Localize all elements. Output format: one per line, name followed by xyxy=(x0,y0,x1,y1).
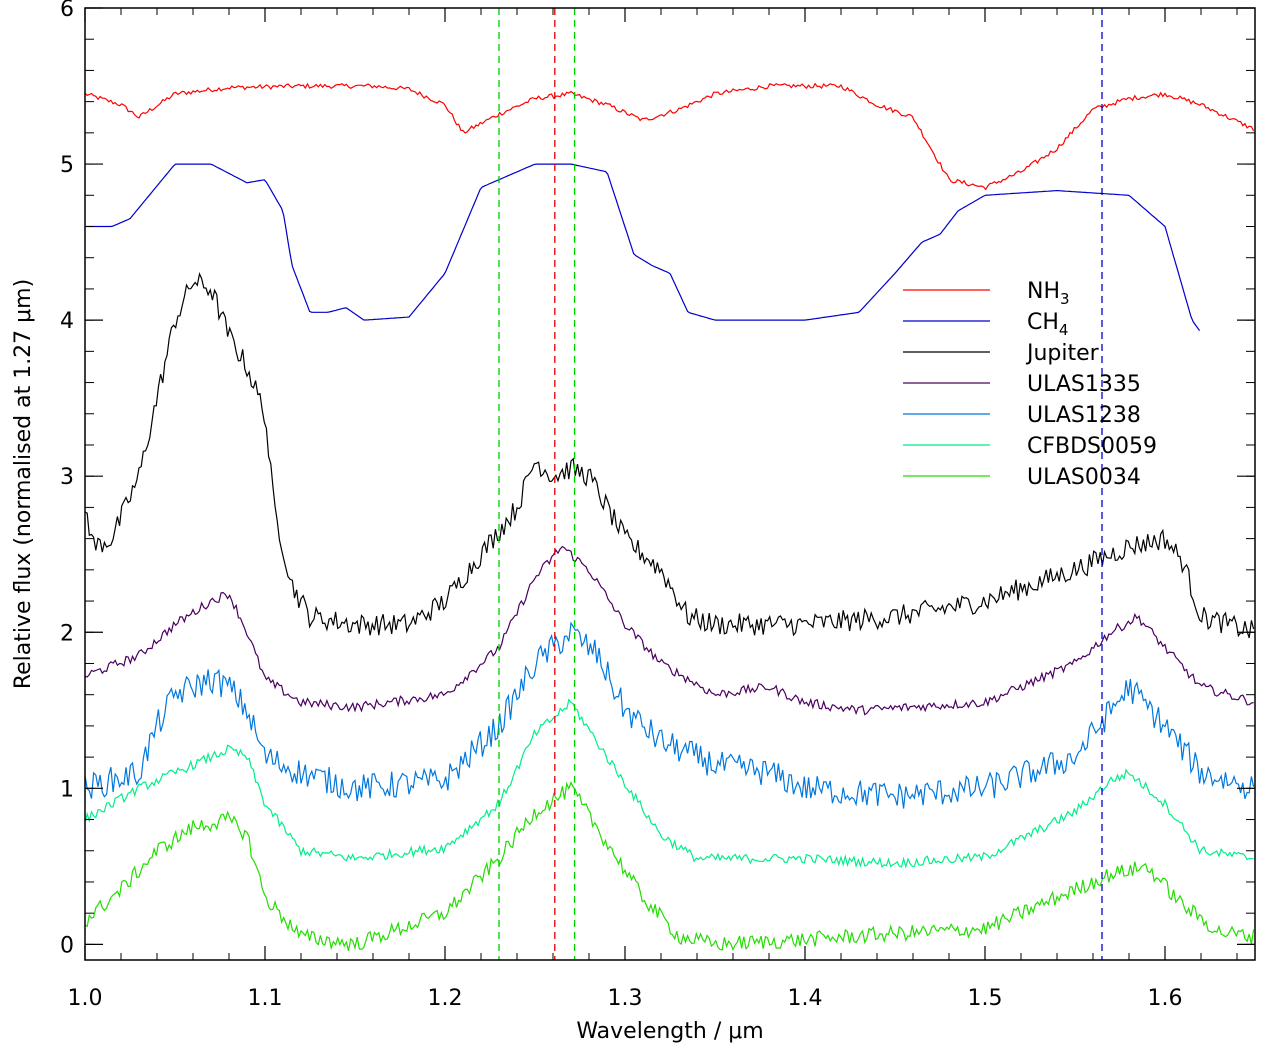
y-tick-label: 6 xyxy=(60,0,74,22)
axis-ticks: 1.0 1.1 1.2 1.3 1.4 1.5 1.6 0 1 2 3 4 5 6 xyxy=(60,0,1255,1011)
y-tick-label: 3 xyxy=(60,465,74,490)
legend-label-subscript: 4 xyxy=(1059,321,1069,339)
series-line-ch4 xyxy=(85,163,1201,331)
legend-label: CH4 xyxy=(1027,310,1068,339)
y-tick-label: 4 xyxy=(60,309,74,334)
series-line-cfbds0059 xyxy=(84,698,1254,869)
x-tick-label: 1.1 xyxy=(248,986,283,1011)
y-tick-label: 2 xyxy=(60,621,74,646)
legend-label: ULAS1335 xyxy=(1027,372,1141,397)
plot-area xyxy=(84,8,1255,960)
series-line-nh3 xyxy=(84,82,1255,191)
legend-label-main: ULAS1238 xyxy=(1027,403,1141,428)
series-line-jupiter xyxy=(84,271,1255,639)
legend: NH3CH4JupiterULAS1335ULAS1238CFBDS0059UL… xyxy=(903,279,1157,490)
y-tick-label: 1 xyxy=(60,777,74,802)
x-tick-label: 1.2 xyxy=(428,986,463,1011)
series-line-ulas1335 xyxy=(84,545,1254,716)
legend-label: ULAS1238 xyxy=(1027,403,1141,428)
legend-label: Jupiter xyxy=(1025,341,1100,366)
legend-label-main: CH xyxy=(1027,310,1059,335)
x-tick-label: 1.4 xyxy=(788,986,823,1011)
legend-label-main: ULAS0034 xyxy=(1027,465,1141,490)
plot-frame xyxy=(84,7,1256,961)
x-tick-label: 1.0 xyxy=(68,986,103,1011)
x-axis-title: Wavelength / μm xyxy=(576,1019,763,1044)
legend-label: CFBDS0059 xyxy=(1027,434,1157,459)
series-line-ulas0034 xyxy=(84,781,1255,952)
legend-label-main: Jupiter xyxy=(1025,341,1100,366)
y-tick-label: 5 xyxy=(60,153,74,178)
y-tick-label: 0 xyxy=(60,933,74,958)
legend-label-main: NH xyxy=(1027,279,1060,304)
legend-label-main: ULAS1335 xyxy=(1027,372,1141,397)
x-tick-label: 1.5 xyxy=(968,986,1003,1011)
x-tick-label: 1.6 xyxy=(1148,986,1183,1011)
series-line-ulas1238 xyxy=(84,621,1255,809)
x-tick-label: 1.3 xyxy=(608,986,643,1011)
legend-label-subscript: 3 xyxy=(1060,290,1070,308)
legend-label-main: CFBDS0059 xyxy=(1027,434,1157,459)
y-axis-title: Relative flux (normalised at 1.27 μm) xyxy=(11,279,36,689)
legend-label: ULAS0034 xyxy=(1027,465,1141,490)
legend-label: NH3 xyxy=(1027,279,1070,308)
